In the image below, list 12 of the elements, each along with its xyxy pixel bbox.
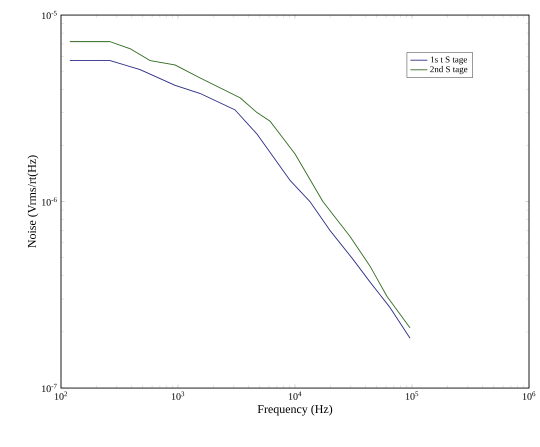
- legend-label: 2nd S tage: [430, 66, 468, 74]
- y-tick-label: 10$^{-7}$: [42, 384, 57, 392]
- x-tick-label: 10$^{4}$: [288, 392, 302, 400]
- y-tick-label: 10$^{-6}$: [42, 197, 57, 206]
- y-tick-label: 10$^{-5}$: [42, 10, 57, 20]
- x-tick-label: 10$^{2}$: [54, 392, 68, 400]
- y-axis-title: Noise (Vrms/rt(Hz): [28, 155, 38, 248]
- x-tick-label: 10$^{5}$: [406, 392, 418, 400]
- x-axis-title: Frequency (Hz): [258, 404, 332, 416]
- x-tick-label: 10$^{3}$: [172, 392, 184, 400]
- x-tick-label: 10$^{6}$: [522, 392, 536, 400]
- legend-label: 1s t S tage: [430, 56, 467, 64]
